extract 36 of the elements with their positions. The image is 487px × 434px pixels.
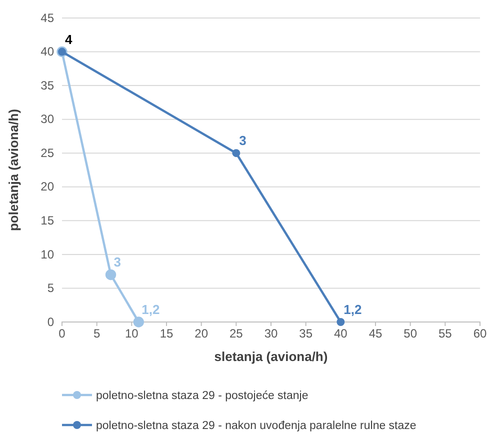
x-axis-title: sletanja (aviona/h) (214, 349, 328, 364)
x-tick-label: 0 (58, 326, 66, 341)
annotation: 3 (239, 133, 246, 148)
point (105, 269, 116, 280)
legend-label: poletno-sletna staza 29 - postojeće stanje (96, 390, 308, 402)
x-tick-label: 25 (229, 326, 244, 341)
x-tick-label: 5 (93, 326, 100, 341)
y-tick-label: 35 (40, 78, 54, 92)
x-tick-label: 60 (473, 326, 487, 341)
x-tick-label: 15 (160, 326, 174, 341)
x-tick-label: 35 (299, 326, 313, 341)
point (232, 149, 240, 158)
y-tick-label: 10 (40, 247, 54, 262)
x-tick-label: 45 (368, 326, 382, 341)
point (133, 316, 144, 328)
y-tick-label: 45 (40, 10, 54, 25)
x-tick-label: 20 (194, 326, 208, 341)
y-tick-label: 25 (40, 146, 54, 160)
y-tick-label: 30 (40, 112, 54, 126)
x-tick-label: 55 (438, 326, 452, 341)
x-tick-label: 50 (404, 326, 418, 341)
point (336, 318, 345, 326)
annotation: 3 (114, 254, 121, 270)
legend-label: poletno-sletna staza 29 - nakon uvođenja paralelne rulne staze (96, 420, 416, 432)
annotation: 4 (65, 32, 73, 47)
x-tick-label: 40 (334, 326, 348, 341)
y-tick-label: 40 (40, 44, 54, 59)
y-tick-label: 15 (40, 214, 54, 228)
annotation: 1,2 (142, 302, 160, 317)
y-axis-title: poletanja (aviona/h) (6, 108, 21, 232)
x-tick-label: 30 (264, 326, 278, 341)
y-tick-label: 0 (47, 314, 54, 329)
y-tick-label: 20 (40, 180, 54, 194)
x-tick-label: 10 (124, 326, 139, 341)
annotation: 1,2 (344, 302, 362, 317)
y-tick-label: 5 (47, 281, 54, 296)
